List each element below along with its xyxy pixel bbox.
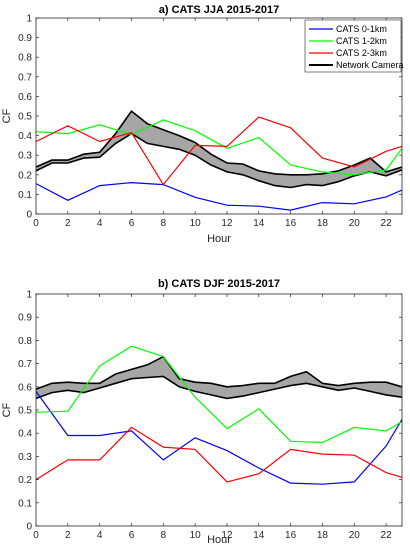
x-tick-label: 2	[65, 530, 71, 541]
x-tick-label: 10	[190, 218, 202, 229]
x-tick-label: 0	[33, 530, 39, 541]
series-line-cats-1-2km	[35, 345, 403, 444]
x-tick-label: 22	[381, 530, 393, 541]
x-tick-label: 4	[97, 218, 103, 229]
x-tick-label: 14	[253, 218, 265, 229]
y-tick-label: 0.4	[18, 429, 32, 440]
y-tick-label: 0	[26, 210, 32, 221]
y-tick-label: 0.5	[18, 406, 32, 417]
x-tick-label: 6	[129, 218, 135, 229]
chart-panel-a: a) CATS JJA 2015-2017 0 2 4 6 8 10 12 14 16 18 20 2…	[1, 4, 404, 245]
x-tick-label: 14	[253, 530, 265, 541]
y-tick-label: 0.2	[18, 170, 32, 181]
y-tick-label: 0.2	[18, 475, 32, 486]
legend-label-cats-0-1km: CATS 0-1km	[336, 24, 387, 34]
x-tick-label: 12	[221, 218, 233, 229]
y-tick-label: 0.5	[18, 112, 32, 123]
series-line-cats-0-1km	[35, 181, 403, 211]
x-tick-label: 20	[349, 530, 361, 541]
x-tick-label: 22	[381, 218, 393, 229]
x-tick-label: 0	[33, 218, 39, 229]
series-lines	[35, 116, 403, 211]
legend-label-network-camera: Network Camera	[336, 60, 404, 70]
y-tick-label: 0.7	[18, 359, 32, 370]
network-camera-band	[35, 355, 403, 400]
network-camera-lower-line	[35, 375, 403, 400]
x-tick-label: 18	[317, 530, 329, 541]
x-tick-label: 4	[97, 530, 103, 541]
y-tick-label: 0.4	[18, 131, 32, 142]
y-tick-label: 0.7	[18, 72, 32, 83]
series-line-cats-2-3km	[35, 426, 403, 483]
network-camera-band-fill	[36, 111, 402, 188]
x-tick-label: 2	[65, 218, 71, 229]
network-camera-lower-line	[35, 132, 403, 189]
y-tick-label: 1	[26, 290, 32, 301]
x-tick-label: 16	[285, 218, 297, 229]
network-camera-upper-line	[35, 355, 403, 390]
y-tick-label: 0.9	[18, 33, 32, 44]
y-tick-label: 0.8	[18, 53, 32, 64]
legend-label-cats-2-3km: CATS 2-3km	[336, 48, 387, 58]
y-tick-label: 0.8	[18, 336, 32, 347]
x-axis-label: Hour	[207, 534, 231, 546]
axis-ticks: 0 2 4 6 8 10 12 14 16 18 20 22 0 0.1 0.2 0.3 0.4 0.5 0.6 0.…	[18, 14, 402, 229]
x-tick-label: 8	[161, 218, 167, 229]
y-tick-label: 0.3	[18, 151, 32, 162]
y-tick-label: 0.1	[18, 498, 32, 509]
x-axis-label: Hour	[207, 233, 231, 245]
chart-title: b) CATS DJF 2015-2017	[158, 278, 280, 290]
plot-frame	[35, 293, 403, 527]
network-camera-band-fill	[36, 356, 402, 399]
x-tick-label: 12	[221, 530, 233, 541]
y-tick-label: 0.9	[18, 313, 32, 324]
y-tick-label: 0	[26, 522, 32, 533]
x-tick-label: 20	[349, 218, 361, 229]
series-line-cats-0-1km	[35, 391, 403, 485]
y-tick-label: 1	[26, 14, 32, 25]
y-tick-label: 0.6	[18, 92, 32, 103]
x-tick-label: 10	[190, 530, 202, 541]
x-tick-label: 6	[129, 530, 135, 541]
series-line-cats-1-2km	[35, 119, 403, 176]
x-tick-label: 8	[161, 530, 167, 541]
y-tick-label: 0.3	[18, 452, 32, 463]
chart-title: a) CATS JJA 2015-2017	[159, 4, 279, 16]
network-camera-upper-line	[35, 109, 403, 176]
axis-ticks: 0 2 4 6 8 10 12 14 16 18 20 22 0 0.1 0.2 0.3 0.4 0.5 0.6 0.…	[18, 290, 402, 541]
legend-label-cats-1-2km: CATS 1-2km	[336, 36, 387, 46]
y-tick-label: 0.1	[18, 190, 32, 201]
x-tick-label: 18	[317, 218, 329, 229]
chart-panel-b: b) CATS DJF 2015-2017 0 2 4 6 8 10 12 14 16 18 20 2…	[1, 278, 403, 546]
network-camera-band	[35, 109, 403, 189]
series-lines	[35, 345, 403, 485]
legend: CATS 0-1km CATS 1-2km CATS 2-3km Network…	[304, 19, 404, 73]
x-tick-label: 16	[285, 530, 297, 541]
series-line-cats-2-3km	[35, 116, 403, 186]
y-axis-label: CF	[1, 108, 13, 123]
y-axis-label: CF	[1, 402, 13, 417]
y-tick-label: 0.6	[18, 382, 32, 393]
